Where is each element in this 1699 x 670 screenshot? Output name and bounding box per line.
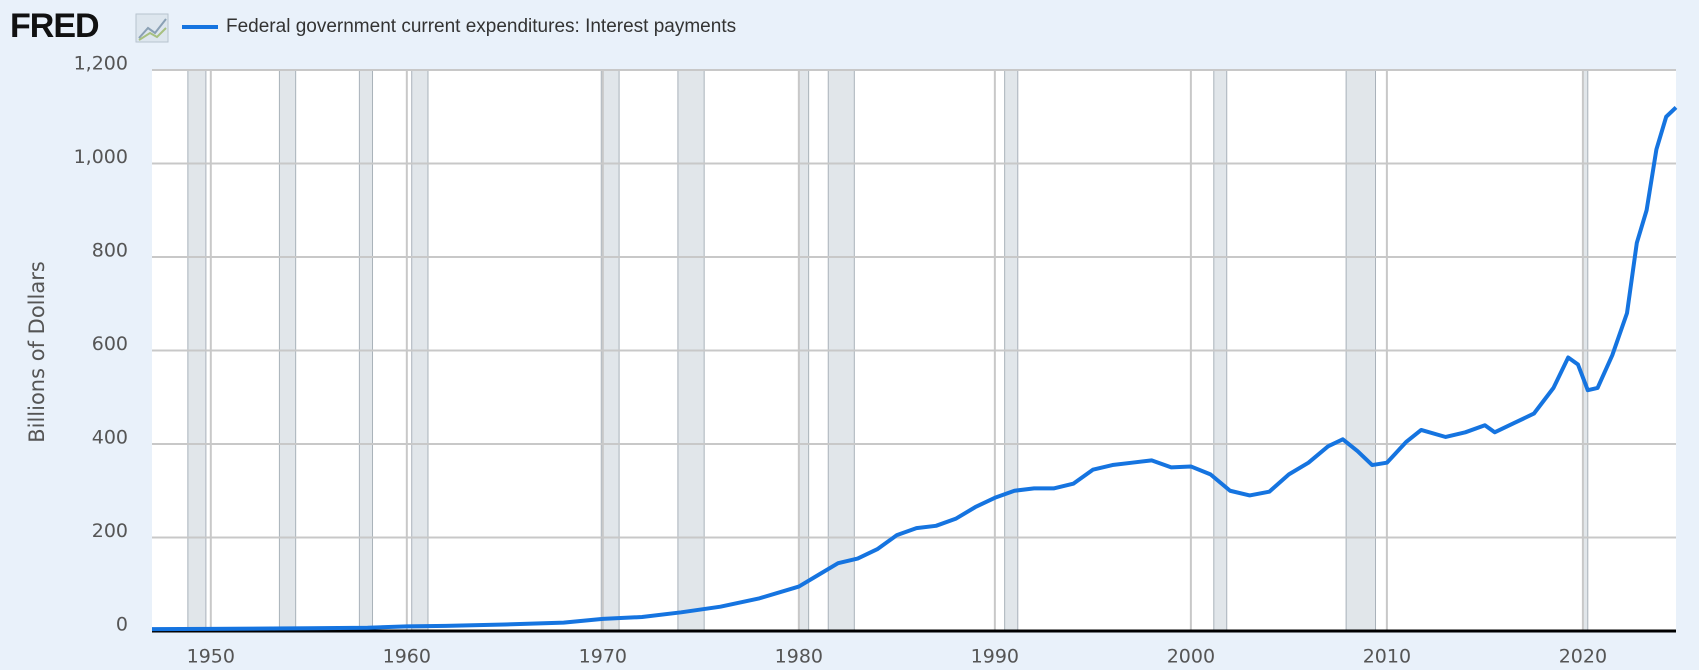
x-tick-label: 2020 [1559,646,1607,668]
x-tick-label: 2010 [1363,646,1411,668]
x-tick-label: 1970 [579,646,627,668]
legend-label: Federal government current expenditures:… [226,16,736,37]
y-axis-label: Billions of Dollars [25,261,49,443]
x-tick-label: 2000 [1167,646,1215,668]
y-tick-label: 600 [92,333,128,355]
y-tick-label: 1,000 [74,146,128,168]
y-tick-label: 0 [116,614,128,636]
y-tick-label: 800 [92,240,128,262]
y-tick-label: 1,200 [74,53,128,75]
x-tick-label: 1990 [971,646,1019,668]
data-line [151,105,1678,632]
y-tick-label: 200 [92,520,128,542]
y-tick-label: 400 [92,427,128,449]
logo-icon [135,13,169,43]
x-tick-label: 1950 [187,646,235,668]
x-tick-label: 1960 [383,646,431,668]
logo: FRED [10,7,99,45]
x-tick-label: 1980 [775,646,823,668]
